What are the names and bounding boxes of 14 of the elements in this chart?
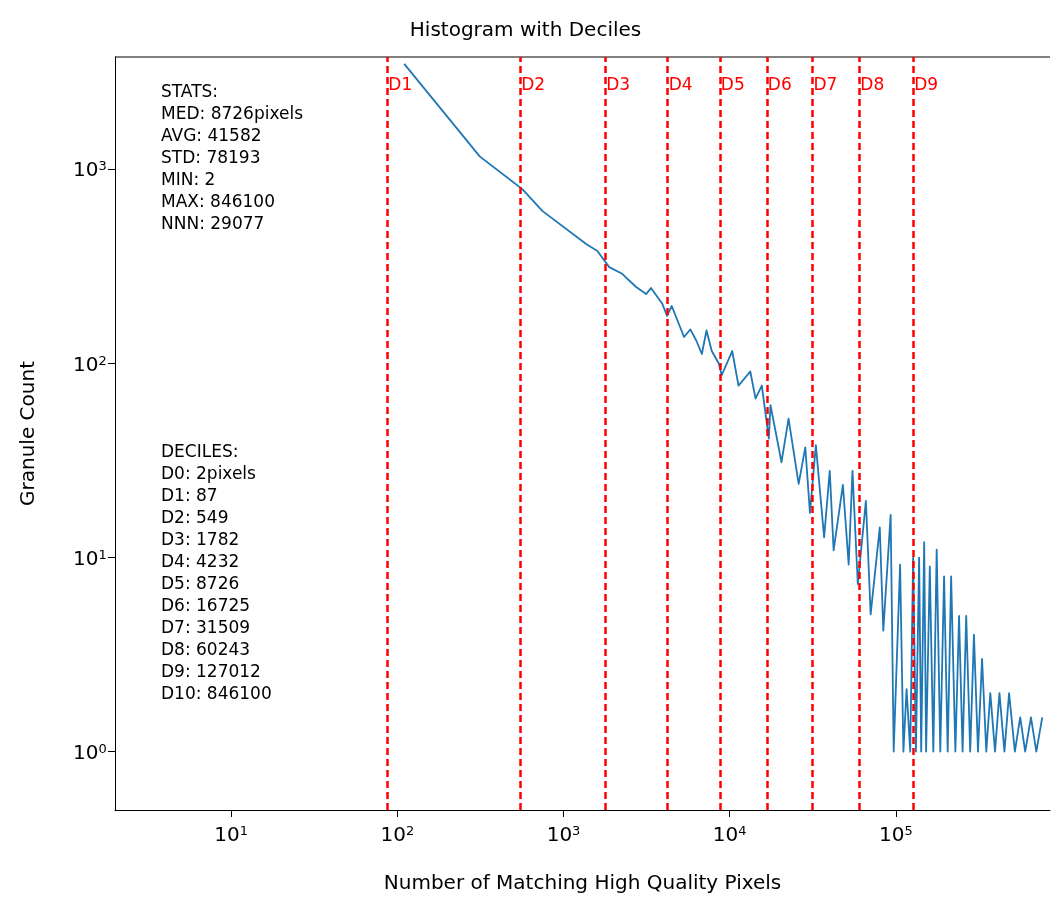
ref-line-label: D4: [668, 73, 693, 94]
ref-line-label: D8: [860, 73, 885, 94]
ref-line-label: D7: [813, 73, 838, 94]
ref-line-label: D6: [767, 73, 792, 94]
chart-title: Histogram with Deciles: [409, 17, 642, 41]
annotation: STATS: MED: 8726pixels AVG: 41582 STD: 78193 MIN: 2 MAX: 846100 NNN: 29077: [161, 81, 304, 233]
ref-line-label: D1: [388, 73, 413, 94]
ref-line-label: D3: [606, 73, 631, 94]
ref-line-label: D9: [914, 73, 939, 94]
ref-line-label: D2: [521, 73, 546, 94]
ref-line-label: D5: [720, 73, 745, 94]
y-axis-title: Granule Count: [15, 360, 39, 506]
x-axis-title: Number of Matching High Quality Pixels: [383, 870, 782, 894]
text: DECILES: D0: 2pixels D1: 87 D2: 549 D3: 1782 D4: 4232 D5: 8726 D6: 16725 D7: 31509 D8: 60243 D9: 127012 D10: 846100: [161, 441, 272, 703]
